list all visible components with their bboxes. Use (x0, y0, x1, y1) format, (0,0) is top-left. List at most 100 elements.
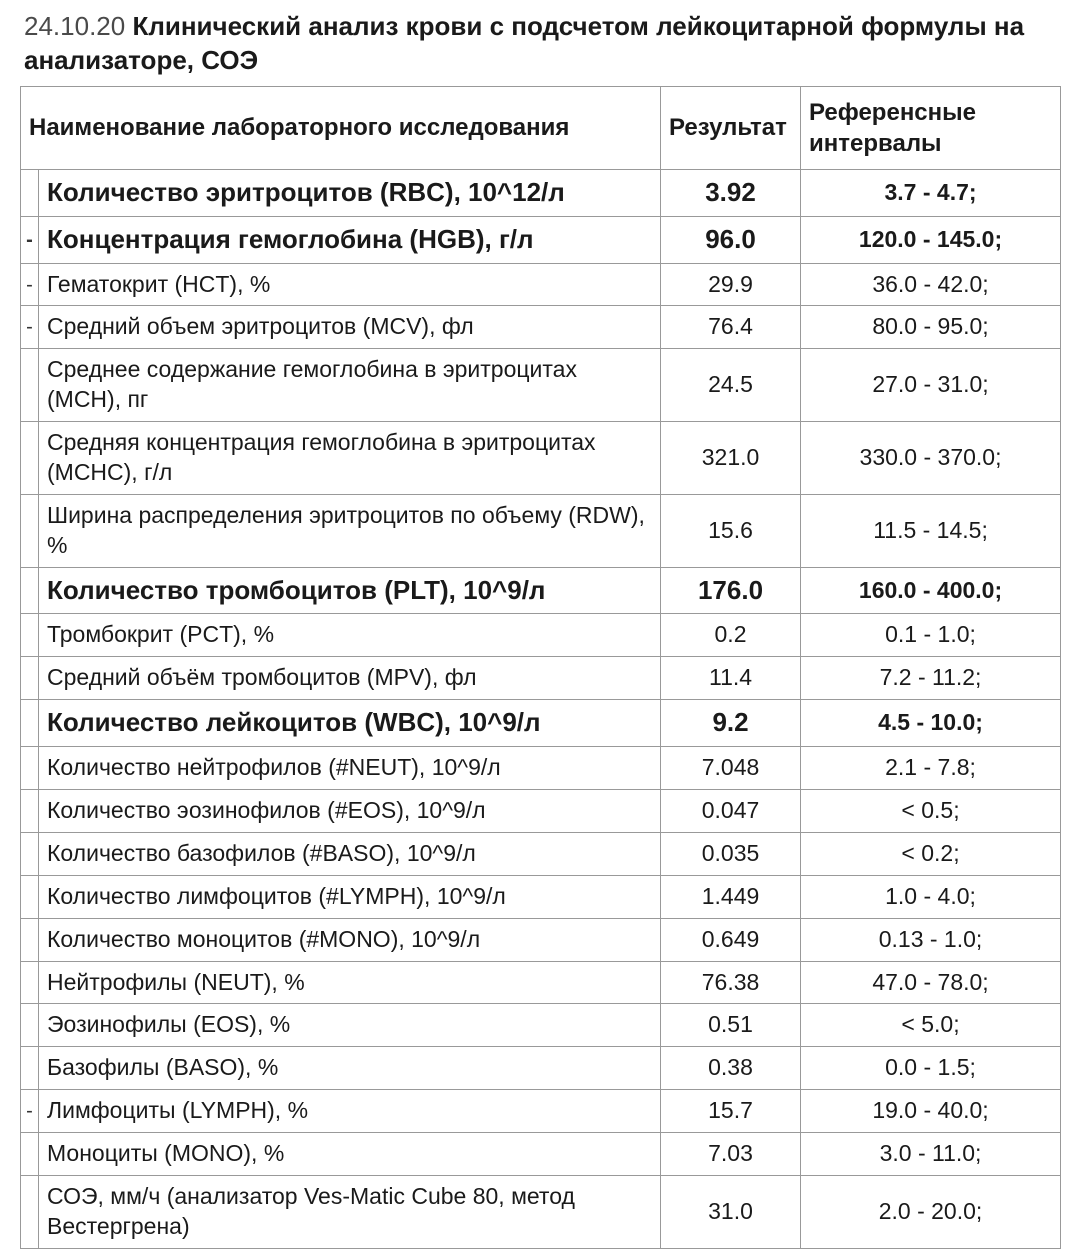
reference-cell: 3.7 - 4.7; (801, 169, 1061, 216)
reference-cell: 0.1 - 1.0; (801, 614, 1061, 657)
result-cell: 0.51 (661, 1004, 801, 1047)
result-cell: 176.0 (661, 567, 801, 614)
table-row: Средний объём тромбоцитов (MPV), фл11.47… (21, 657, 1061, 700)
flag-cell (21, 349, 39, 422)
flag-cell (21, 422, 39, 495)
reference-cell: 11.5 - 14.5; (801, 494, 1061, 567)
table-row: Эозинофилы (EOS), %0.51< 5.0; (21, 1004, 1061, 1047)
flag-cell (21, 494, 39, 567)
table-row: Средняя концентрация гемоглобина в эритр… (21, 422, 1061, 495)
result-cell: 3.92 (661, 169, 801, 216)
parameter-name-cell: Концентрация гемоглобина (HGB), г/л (39, 216, 661, 263)
flag-cell (21, 657, 39, 700)
result-cell: 0.649 (661, 918, 801, 961)
reference-cell: 2.1 - 7.8; (801, 747, 1061, 790)
reference-cell: 47.0 - 78.0; (801, 961, 1061, 1004)
reference-cell: 2.0 - 20.0; (801, 1175, 1061, 1248)
result-cell: 15.7 (661, 1090, 801, 1133)
table-row: Количество нейтрофилов (#NEUT), 10^9/л7.… (21, 747, 1061, 790)
reference-cell: 36.0 - 42.0; (801, 263, 1061, 306)
parameter-name-cell: Количество базофилов (#BASO), 10^9/л (39, 832, 661, 875)
parameter-name-cell: Лимфоциты (LYMPH), % (39, 1090, 661, 1133)
result-cell: 11.4 (661, 657, 801, 700)
table-row: -Гематокрит (HCT), %29.936.0 - 42.0; (21, 263, 1061, 306)
reference-cell: < 0.5; (801, 789, 1061, 832)
table-body: Количество эритроцитов (RBC), 10^12/л3.9… (21, 169, 1061, 1248)
flag-cell: - (21, 1090, 39, 1133)
col-header-ref: Референсные интервалы (801, 86, 1061, 169)
reference-cell: 1.0 - 4.0; (801, 875, 1061, 918)
result-cell: 29.9 (661, 263, 801, 306)
flag-cell: - (21, 216, 39, 263)
flag-cell (21, 832, 39, 875)
col-header-result: Результат (661, 86, 801, 169)
table-row: -Концентрация гемоглобина (HGB), г/л96.0… (21, 216, 1061, 263)
result-cell: 321.0 (661, 422, 801, 495)
reference-cell: < 5.0; (801, 1004, 1061, 1047)
col-header-name: Наименование лабораторного исследования (21, 86, 661, 169)
parameter-name-cell: Средний объём тромбоцитов (MPV), фл (39, 657, 661, 700)
table-row: Количество лимфоцитов (#LYMPH), 10^9/л1.… (21, 875, 1061, 918)
parameter-name-cell: Базофилы (BASO), % (39, 1047, 661, 1090)
flag-cell: - (21, 306, 39, 349)
result-cell: 1.449 (661, 875, 801, 918)
flag-cell (21, 961, 39, 1004)
reference-cell: 19.0 - 40.0; (801, 1090, 1061, 1133)
reference-cell: 330.0 - 370.0; (801, 422, 1061, 495)
reference-cell: 7.2 - 11.2; (801, 657, 1061, 700)
parameter-name-cell: Эозинофилы (EOS), % (39, 1004, 661, 1047)
flag-cell (21, 1175, 39, 1248)
result-cell: 7.03 (661, 1133, 801, 1176)
results-table: Наименование лабораторного исследования … (20, 86, 1061, 1249)
table-row: Моноциты (MONO), %7.033.0 - 11.0; (21, 1133, 1061, 1176)
result-cell: 0.2 (661, 614, 801, 657)
result-cell: 31.0 (661, 1175, 801, 1248)
result-cell: 7.048 (661, 747, 801, 790)
parameter-name-cell: Количество моноцитов (#MONO), 10^9/л (39, 918, 661, 961)
reference-cell: 27.0 - 31.0; (801, 349, 1061, 422)
flag-cell (21, 169, 39, 216)
flag-cell (21, 567, 39, 614)
flag-cell (21, 700, 39, 747)
flag-cell (21, 1047, 39, 1090)
table-row: -Лимфоциты (LYMPH), %15.719.0 - 40.0; (21, 1090, 1061, 1133)
parameter-name-cell: СОЭ, мм/ч (анализатор Ves-Matic Cube 80,… (39, 1175, 661, 1248)
parameter-name-cell: Количество лимфоцитов (#LYMPH), 10^9/л (39, 875, 661, 918)
parameter-name-cell: Моноциты (MONO), % (39, 1133, 661, 1176)
report-header: 24.10.20 Клинический анализ крови с подс… (20, 10, 1060, 78)
reference-cell: 4.5 - 10.0; (801, 700, 1061, 747)
table-row: Количество моноцитов (#MONO), 10^9/л0.64… (21, 918, 1061, 961)
reference-cell: < 0.2; (801, 832, 1061, 875)
table-row: Нейтрофилы (NEUT), %76.3847.0 - 78.0; (21, 961, 1061, 1004)
result-cell: 76.38 (661, 961, 801, 1004)
flag-cell (21, 614, 39, 657)
result-cell: 0.035 (661, 832, 801, 875)
parameter-name-cell: Ширина распределения эритроцитов по объе… (39, 494, 661, 567)
table-row: Среднее содержание гемоглобина в эритроц… (21, 349, 1061, 422)
table-row: Базофилы (BASO), %0.380.0 - 1.5; (21, 1047, 1061, 1090)
parameter-name-cell: Тромбокрит (PCT), % (39, 614, 661, 657)
flag-cell (21, 747, 39, 790)
table-row: Количество тромбоцитов (PLT), 10^9/л176.… (21, 567, 1061, 614)
result-cell: 24.5 (661, 349, 801, 422)
reference-cell: 120.0 - 145.0; (801, 216, 1061, 263)
flag-cell (21, 918, 39, 961)
parameter-name-cell: Средняя концентрация гемоглобина в эритр… (39, 422, 661, 495)
parameter-name-cell: Количество тромбоцитов (PLT), 10^9/л (39, 567, 661, 614)
parameter-name-cell: Количество эозинофилов (#EOS), 10^9/л (39, 789, 661, 832)
result-cell: 9.2 (661, 700, 801, 747)
reference-cell: 0.13 - 1.0; (801, 918, 1061, 961)
flag-cell (21, 1133, 39, 1176)
result-cell: 0.38 (661, 1047, 801, 1090)
table-row: Количество эозинофилов (#EOS), 10^9/л0.0… (21, 789, 1061, 832)
flag-cell (21, 875, 39, 918)
report-title: Клинический анализ крови с подсчетом лей… (24, 11, 1024, 75)
parameter-name-cell: Средний объем эритроцитов (MCV), фл (39, 306, 661, 349)
report-date: 24.10.20 (24, 11, 125, 41)
table-row: Тромбокрит (PCT), %0.20.1 - 1.0; (21, 614, 1061, 657)
table-row: Ширина распределения эритроцитов по объе… (21, 494, 1061, 567)
result-cell: 76.4 (661, 306, 801, 349)
flag-cell: - (21, 263, 39, 306)
flag-cell (21, 789, 39, 832)
result-cell: 15.6 (661, 494, 801, 567)
